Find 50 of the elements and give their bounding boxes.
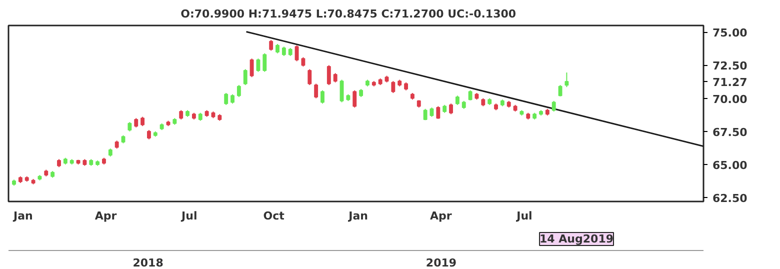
candlestick (179, 110, 184, 120)
candlestick (147, 130, 151, 140)
candlestick (230, 94, 234, 104)
candlestick (262, 52, 267, 72)
candlestick (326, 64, 331, 86)
y-tick-label: 65.00 (712, 158, 748, 172)
candlestick (468, 90, 472, 101)
x-tick-label: Jan (348, 210, 368, 222)
candlestick (333, 72, 338, 83)
candlestick (224, 92, 228, 106)
chart-title: O:70.9900 H:71.9475 L:70.8475 C:71.2700 UC:-0.1300 (180, 8, 516, 20)
candlestick (455, 95, 460, 106)
text: 2019 (426, 256, 457, 269)
candlestick (352, 90, 357, 108)
candlestick (236, 84, 241, 98)
candlestick (552, 100, 556, 112)
text: 14 Aug2019 (540, 232, 614, 246)
candlestick (256, 58, 260, 72)
x-tick-label: Jul (180, 210, 198, 222)
candlestick (430, 107, 434, 118)
candlestick (243, 68, 248, 86)
candlestick (340, 79, 344, 103)
candlestick (308, 68, 312, 86)
candlestick (250, 58, 254, 78)
y-tick-label: 75.00 (712, 26, 748, 40)
candlestick (314, 83, 318, 99)
x-tick-label: Apr (94, 210, 118, 222)
candlestick (294, 44, 299, 62)
y-tick-label: 67.50 (712, 126, 748, 139)
x-tick-label: Oct (263, 210, 284, 222)
candlestick (449, 103, 453, 115)
x-tick-label: Jul (516, 210, 532, 222)
candlestick (128, 122, 132, 132)
y-tick-label: 71.27 (712, 76, 748, 89)
x-tick-label: Jan (12, 210, 33, 222)
text: 2018 (132, 256, 164, 269)
candlestick (391, 80, 396, 94)
y-tick-label: 70.00 (712, 92, 748, 106)
y-tick-label: 62.50 (712, 192, 748, 206)
x-tick-label: Apr (430, 210, 452, 222)
candlestick (301, 56, 306, 68)
y-tick-label: 72.50 (712, 60, 748, 73)
candlestick (134, 118, 138, 128)
candlestick (282, 46, 286, 56)
candlestick (276, 44, 280, 54)
candlestick (436, 106, 440, 120)
candlestick (140, 116, 145, 127)
candlestick (320, 90, 324, 104)
candlestick (269, 40, 274, 52)
candlestick (564, 72, 569, 88)
